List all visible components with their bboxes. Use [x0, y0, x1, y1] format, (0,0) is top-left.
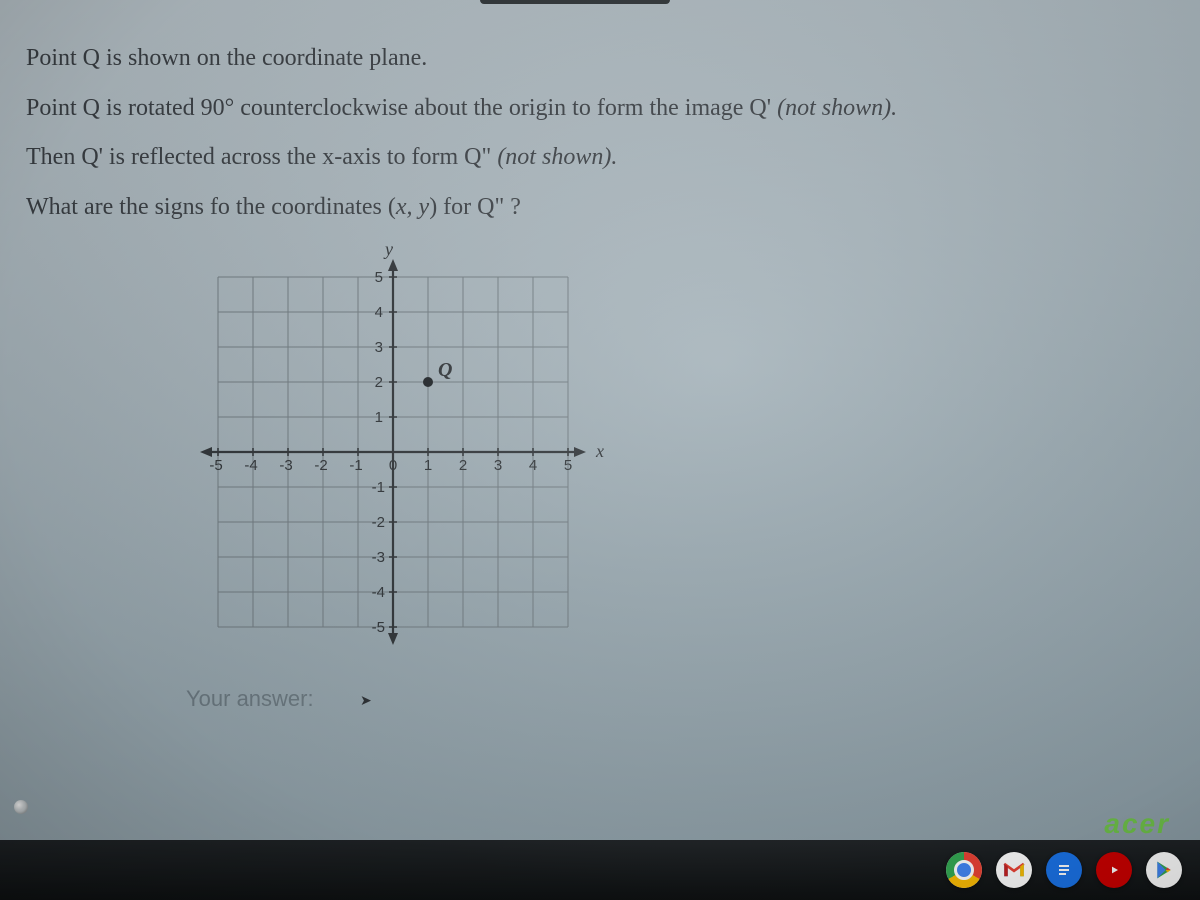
- svg-text:1: 1: [375, 409, 383, 426]
- docs-icon[interactable]: [1046, 852, 1082, 888]
- cursor-icon: ➤: [360, 692, 372, 709]
- svg-text:-2: -2: [372, 514, 385, 531]
- svg-text:-1: -1: [372, 479, 385, 496]
- svg-text:4: 4: [375, 304, 383, 321]
- svg-text:-5: -5: [209, 457, 222, 474]
- coordinate-plane-svg: -5-4-3-2-101234512345-1-2-3-4-5xyQ: [148, 242, 668, 662]
- svg-text:-5: -5: [372, 619, 385, 636]
- svg-text:-1: -1: [349, 457, 362, 474]
- svg-text:3: 3: [375, 339, 383, 356]
- problem-line-4-xy: x, y: [396, 194, 429, 220]
- question-page: Point Q is shown on the coordinate plane…: [0, 0, 1200, 900]
- answer-label[interactable]: Your answer:: [186, 686, 1174, 712]
- problem-line-2: Point Q is rotated 90° counterclockwise …: [26, 92, 1174, 126]
- svg-text:5: 5: [564, 457, 572, 474]
- svg-text:x: x: [595, 441, 604, 461]
- problem-line-3: Then Q' is reflected across the x-axis t…: [26, 141, 1174, 175]
- svg-text:-2: -2: [314, 457, 327, 474]
- svg-text:-3: -3: [372, 549, 385, 566]
- problem-line-3a: Then Q' is reflected across the x-axis t…: [26, 144, 497, 170]
- svg-text:y: y: [383, 242, 393, 259]
- svg-text:5: 5: [375, 269, 383, 286]
- svg-text:2: 2: [375, 374, 383, 391]
- play-store-icon[interactable]: [1146, 852, 1182, 888]
- problem-line-4b: ) for Q" ?: [429, 194, 521, 220]
- problem-line-4a: What are the signs fo the coordinates (: [26, 194, 396, 220]
- taskbar: acer: [0, 840, 1200, 900]
- problem-line-3b: (not shown).: [497, 144, 617, 170]
- gmail-icon[interactable]: [996, 852, 1032, 888]
- launcher-dot-icon[interactable]: [14, 800, 28, 814]
- svg-text:Q: Q: [438, 359, 452, 381]
- problem-line-4: What are the signs fo the coordinates (x…: [26, 191, 1174, 225]
- brand-logo: acer: [1104, 808, 1170, 840]
- svg-text:-4: -4: [372, 584, 385, 601]
- problem-line-1: Point Q is shown on the coordinate plane…: [26, 42, 1174, 76]
- coordinate-plane: -5-4-3-2-101234512345-1-2-3-4-5xyQ: [148, 242, 668, 662]
- svg-text:2: 2: [459, 457, 467, 474]
- youtube-icon[interactable]: [1096, 852, 1132, 888]
- chrome-icon[interactable]: [946, 852, 982, 888]
- svg-text:4: 4: [529, 457, 537, 474]
- problem-line-2a: Point Q is rotated 90° counterclockwise …: [26, 95, 777, 121]
- svg-text:-3: -3: [279, 457, 292, 474]
- svg-text:3: 3: [494, 457, 502, 474]
- svg-text:1: 1: [424, 457, 432, 474]
- svg-text:0: 0: [389, 457, 397, 474]
- svg-text:-4: -4: [244, 457, 257, 474]
- problem-line-2b: (not shown).: [777, 95, 897, 121]
